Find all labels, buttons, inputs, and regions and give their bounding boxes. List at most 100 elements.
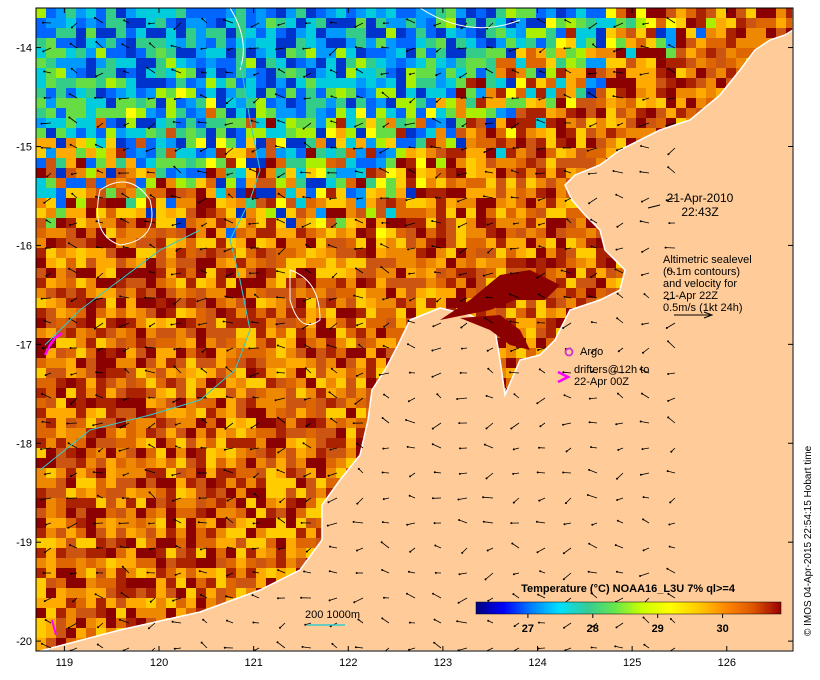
sea-cell: [36, 208, 46, 218]
sea-cell: [136, 198, 146, 208]
sea-cell: [416, 188, 426, 198]
sea-cell: [486, 38, 496, 48]
sea-cell: [396, 198, 406, 208]
sea-cell: [446, 148, 456, 158]
velocity-arrow: [251, 22, 260, 28]
sea-cell: [286, 498, 296, 508]
sea-cell: [236, 168, 246, 178]
sea-cell: [186, 18, 196, 28]
sea-cell: [586, 248, 596, 258]
velocity-arrow: [355, 22, 364, 28]
sea-cell: [96, 408, 106, 418]
sea-cell: [566, 78, 576, 88]
sea-cell: [66, 408, 76, 418]
sea-cell: [296, 558, 306, 568]
sea-cell: [606, 48, 616, 58]
sea-cell: [246, 48, 256, 58]
sea-cell: [196, 188, 206, 198]
sea-cell: [196, 218, 206, 228]
sea-cell: [196, 488, 206, 498]
sea-cell: [286, 558, 296, 568]
sea-cell: [336, 248, 346, 258]
sea-cell: [326, 348, 336, 358]
sea-cell: [206, 228, 216, 238]
sea-cell: [76, 558, 86, 568]
sea-cell: [266, 508, 276, 518]
sea-cell: [776, 28, 786, 38]
sea-cell: [286, 428, 296, 438]
sea-cell: [246, 228, 256, 238]
sea-cell: [106, 98, 116, 108]
velocity-arrow-head: [382, 22, 385, 25]
sea-cell: [276, 408, 286, 418]
sea-cell: [186, 208, 196, 218]
sea-cell: [266, 8, 276, 18]
sea-cell: [326, 248, 336, 258]
sea-cell: [116, 608, 126, 618]
sea-cell: [426, 278, 436, 288]
sea-cell: [366, 198, 376, 208]
sea-cell: [366, 48, 376, 58]
sea-cell: [176, 258, 186, 268]
sea-cell: [66, 368, 76, 378]
sea-cell: [516, 248, 526, 258]
sea-cell: [66, 338, 76, 348]
sea-cell: [226, 468, 236, 478]
sea-cell: [406, 128, 416, 138]
sea-cell: [456, 8, 466, 18]
sea-cell: [406, 268, 416, 278]
sea-cell: [366, 88, 376, 98]
sea-cell: [546, 48, 556, 58]
sea-cell: [106, 338, 116, 348]
sea-cell: [576, 8, 586, 18]
sea-cell: [166, 228, 176, 238]
sea-cell: [406, 88, 416, 98]
sea-cell: [536, 18, 546, 28]
sea-cell: [166, 218, 176, 228]
sea-cell: [366, 268, 376, 278]
sea-cell: [546, 58, 556, 68]
sea-cell: [446, 58, 456, 68]
sea-cell: [166, 558, 176, 568]
sea-cell: [476, 28, 486, 38]
sea-cell: [466, 288, 476, 298]
sea-cell: [126, 128, 136, 138]
sea-cell: [246, 548, 256, 558]
sea-cell: [346, 388, 356, 398]
sea-cell: [146, 468, 156, 478]
sea-cell: [576, 88, 586, 98]
sea-cell: [656, 118, 666, 128]
sea-cell: [356, 98, 366, 108]
sea-cell: [306, 38, 316, 48]
sea-cell: [56, 108, 66, 118]
sea-cell: [276, 318, 286, 328]
sea-cell: [376, 188, 386, 198]
sea-cell: [126, 508, 136, 518]
sea-cell: [76, 478, 86, 488]
sea-cell: [206, 68, 216, 78]
sea-cell: [296, 38, 306, 48]
sea-cell: [546, 208, 556, 218]
sea-cell: [86, 38, 96, 48]
sea-cell: [216, 8, 226, 18]
sea-cell: [346, 368, 356, 378]
sea-cell: [56, 578, 66, 588]
sea-cell: [526, 8, 536, 18]
sea-cell: [206, 198, 216, 208]
sea-cell: [486, 208, 496, 218]
sea-cell: [306, 398, 316, 408]
sea-cell: [666, 28, 676, 38]
sea-cell: [66, 268, 76, 278]
sea-cell: [96, 138, 106, 148]
sea-cell: [116, 478, 126, 488]
sea-cell: [286, 178, 296, 188]
sea-cell: [346, 278, 356, 288]
sea-cell: [276, 438, 286, 448]
sea-cell: [216, 178, 226, 188]
sea-cell: [266, 308, 276, 318]
sea-cell: [306, 198, 316, 208]
sea-cell: [46, 98, 56, 108]
sea-cell: [436, 288, 446, 298]
sea-cell: [316, 248, 326, 258]
sea-cell: [36, 168, 46, 178]
